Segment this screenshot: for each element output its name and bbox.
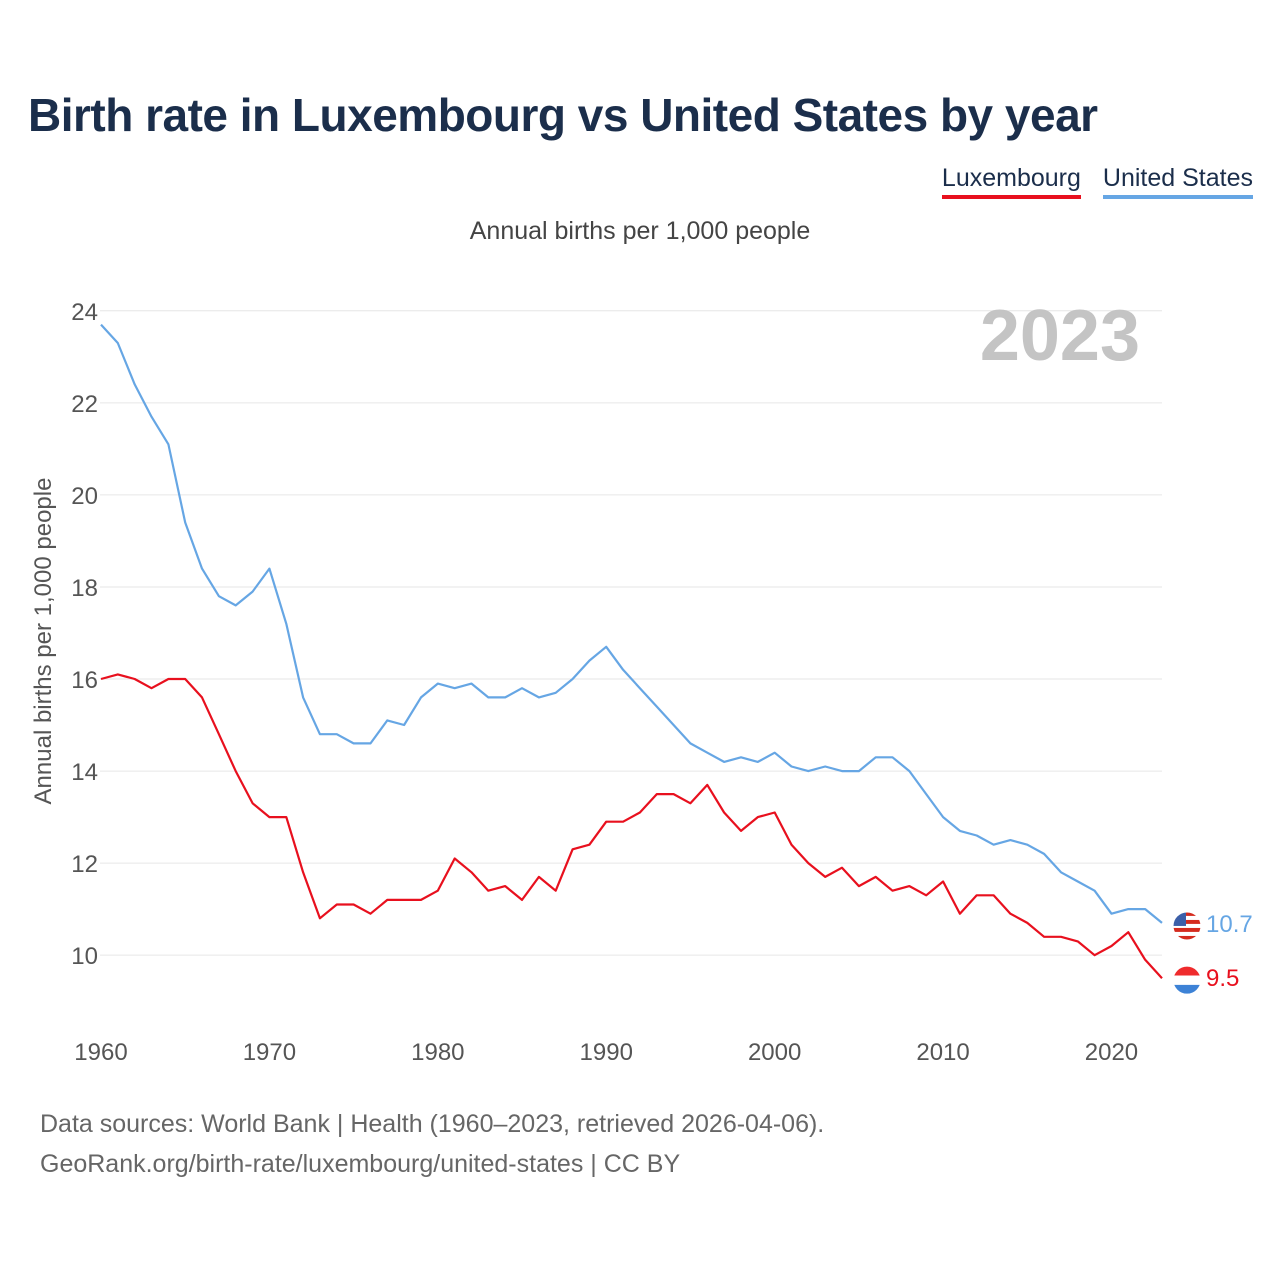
y-tick-label: 18 <box>71 575 98 602</box>
x-tick-label: 2000 <box>748 1039 801 1066</box>
footer-sources: Data sources: World Bank | Health (1960–… <box>40 1110 825 1138</box>
end-value-label-united-states: 10.7 <box>1206 911 1253 938</box>
x-tick-label: 1980 <box>411 1039 464 1066</box>
series-line-united-states <box>100 323 1163 924</box>
legend: Luxembourg United States <box>941 164 1253 199</box>
x-tick-label: 1960 <box>74 1039 127 1066</box>
chart-title: Birth rate in Luxembourg vs United State… <box>28 89 1098 141</box>
y-tick-label: 22 <box>71 391 98 418</box>
legend-item-luxembourg[interactable]: Luxembourg <box>941 164 1081 199</box>
footer-url[interactable]: GeoRank.org/birth-rate/luxembourg/united… <box>40 1150 681 1178</box>
y-tick-label: 24 <box>71 299 98 326</box>
series-line-luxembourg <box>100 673 1163 979</box>
y-tick-label: 12 <box>71 851 98 878</box>
year-label: 2023 <box>980 296 1140 376</box>
chart-subtitle: Annual births per 1,000 people <box>469 217 811 245</box>
x-tick-label: 2020 <box>1085 1039 1138 1066</box>
y-tick-label: 14 <box>71 759 98 786</box>
x-tick-label: 1990 <box>580 1039 633 1066</box>
y-axis-label: Annual births per 1,000 people <box>30 478 57 805</box>
footer: Data sources: World Bank | Health (1960–… <box>40 1104 824 1184</box>
legend-item-united-states[interactable]: United States <box>1102 164 1253 199</box>
x-tick-label: 1970 <box>243 1039 296 1066</box>
us-flag-icon <box>1172 911 1202 941</box>
y-tick-label: 10 <box>71 943 98 970</box>
y-tick-label: 20 <box>71 483 98 510</box>
x-tick-label: 2010 <box>916 1039 969 1066</box>
luxembourg-flag-icon <box>1172 965 1202 995</box>
end-value-label-luxembourg: 9.5 <box>1206 965 1239 992</box>
y-tick-label: 16 <box>71 667 98 694</box>
